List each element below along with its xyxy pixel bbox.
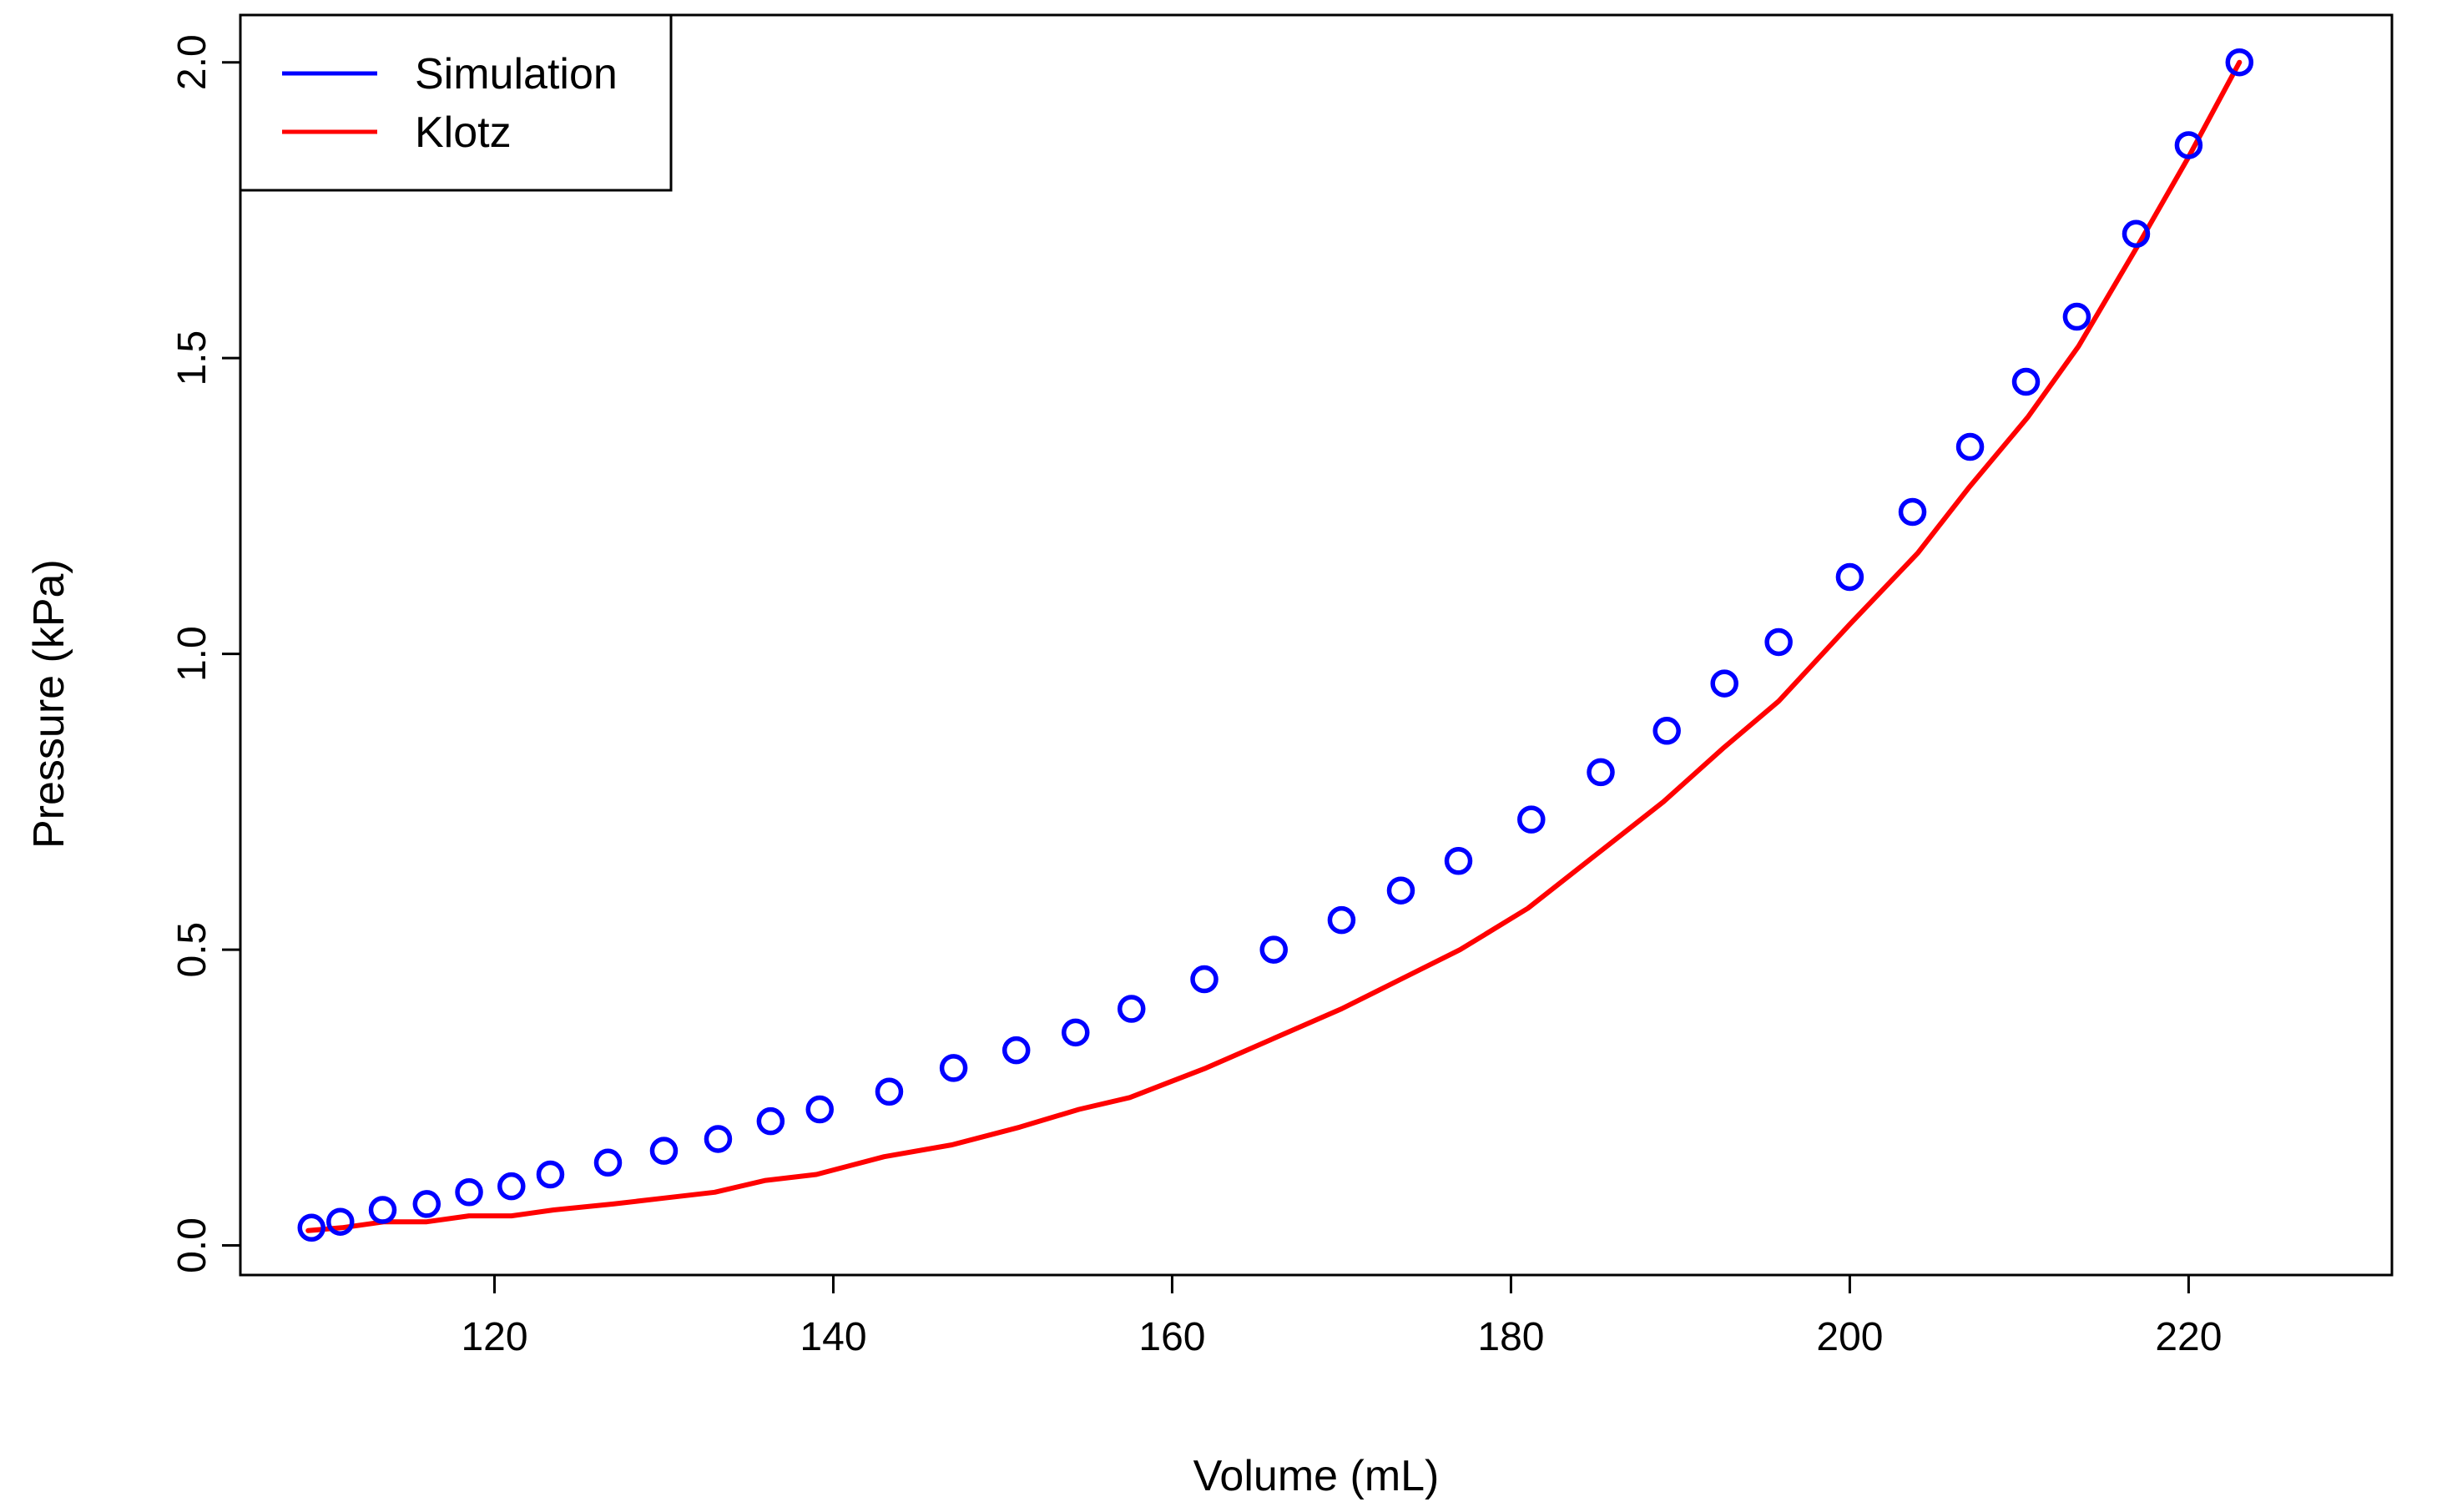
y-tick-label: 1.5 [170, 330, 214, 386]
y-axis: 0.0 0.5 1.0 1.5 2.0 [170, 34, 242, 1273]
data-point-simulation [1898, 497, 1927, 527]
legend: Simulation Klotz [239, 13, 673, 192]
x-axis-title: Volume (mL) [1193, 1452, 1440, 1500]
data-point-simulation [756, 1106, 785, 1136]
x-tick-label: 220 [2155, 1315, 2222, 1359]
x-tick-label: 180 [1477, 1315, 1544, 1359]
legend-box [239, 13, 673, 192]
data-point-simulation [1386, 876, 1415, 905]
data-point-simulation [368, 1196, 397, 1224]
data-point-simulation [1835, 562, 1864, 592]
data-point-simulation [649, 1137, 679, 1165]
data-point-simulation [1002, 1036, 1031, 1065]
data-point-simulation [1652, 717, 1681, 745]
data-point-simulation [1587, 758, 1615, 787]
y-tick-label: 0.5 [170, 922, 214, 978]
data-point-simulation [1764, 627, 1793, 657]
data-point-simulation [2174, 131, 2203, 159]
data-point-simulation [593, 1148, 623, 1177]
y-tick-label: 2.0 [170, 34, 214, 90]
data-point-simulation [2122, 219, 2151, 249]
data-point-simulation [1117, 995, 1146, 1023]
data-point-simulation [2062, 302, 2091, 331]
data-point-simulation [1710, 669, 1738, 698]
x-tick-label: 160 [1138, 1315, 1205, 1359]
data-point-simulation [1955, 432, 1985, 461]
y-axis-title: Pressure (kPa) [25, 559, 73, 849]
data-point-simulation [805, 1095, 834, 1124]
x-tick-label: 120 [461, 1315, 527, 1359]
x-tick-label: 140 [800, 1315, 866, 1359]
data-point-simulation [455, 1178, 483, 1207]
data-point-simulation [1259, 935, 1289, 964]
data-point-simulation [1517, 805, 1546, 834]
data-point-simulation [2225, 48, 2254, 77]
data-point-simulation [412, 1190, 441, 1218]
data-point-simulation [704, 1125, 733, 1153]
data-point-simulation [326, 1207, 355, 1236]
data-point-simulation [536, 1160, 565, 1189]
y-tick-label: 0.0 [170, 1217, 214, 1273]
x-axis: 120 140 160 180 200 220 [461, 1273, 2222, 1359]
data-point-simulation [497, 1172, 526, 1201]
y-tick-label: 1.0 [170, 626, 214, 682]
series-layer [297, 48, 2254, 1242]
data-point-simulation [1190, 965, 1218, 994]
legend-label-simulation: Simulation [415, 50, 618, 98]
data-point-simulation [297, 1213, 326, 1242]
legend-label-klotz: Klotz [415, 108, 512, 157]
data-point-simulation [875, 1077, 904, 1106]
data-point-simulation [939, 1054, 968, 1082]
x-tick-label: 200 [1816, 1315, 1883, 1359]
data-point-simulation [1062, 1018, 1090, 1047]
data-point-simulation [1444, 847, 1473, 875]
series-line-klotz [305, 59, 2243, 1233]
data-point-simulation [1327, 905, 1356, 935]
data-point-simulation [2011, 367, 2041, 396]
